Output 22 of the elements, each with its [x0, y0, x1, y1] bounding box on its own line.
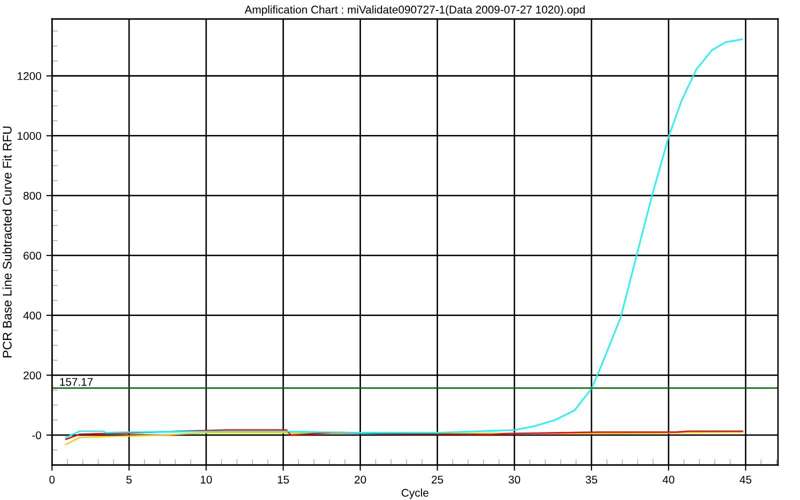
- y-axis-title: PCR Base Line Subtracted Curve Fit RFU: [2, 126, 12, 358]
- y-tick-label: -0: [32, 431, 42, 440]
- line-series: [65, 429, 744, 440]
- y-tick-label: 600: [24, 252, 42, 260]
- y-tick-label: 200: [24, 371, 42, 380]
- x-tick-label: 40: [662, 476, 674, 484]
- x-tick-label: 10: [200, 476, 212, 484]
- chart-title: Amplification Chart : miValidate090727-1(Data 2009-07-27 1020).opd: [244, 5, 585, 16]
- x-tick-label: 25: [432, 476, 444, 484]
- x-tick-label: 35: [586, 476, 598, 484]
- ref-line-label: 157.17: [60, 378, 93, 386]
- x-tick-label: 30: [508, 476, 520, 484]
- y-tick-label: 800: [24, 192, 42, 200]
- x-tick-label: 15: [278, 476, 289, 484]
- x-tick-label: 0: [49, 476, 55, 484]
- y-tick-label: 1000: [18, 132, 42, 140]
- x-tick-label: 20: [354, 476, 366, 484]
- x-axis-title: Cycle: [402, 488, 428, 499]
- x-tick-label: 45: [740, 476, 752, 484]
- y-tick-label: 400: [23, 312, 42, 320]
- x-tick-label: 5: [126, 476, 132, 484]
- y-tick-label: 1200: [18, 72, 42, 80]
